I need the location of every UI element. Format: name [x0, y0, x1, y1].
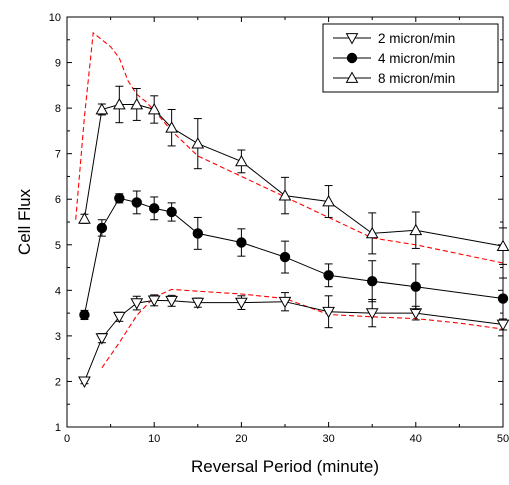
- data-point: [235, 154, 248, 167]
- data-point: [409, 223, 423, 236]
- data-point: [322, 194, 335, 207]
- series-line: [83, 299, 504, 382]
- data-point: [236, 237, 247, 248]
- data-point: [496, 319, 509, 332]
- x-tick-label: 0: [64, 433, 70, 445]
- data-point: [95, 102, 109, 115]
- x-tick-label: 20: [235, 433, 247, 445]
- data-point: [367, 276, 378, 287]
- x-axis: 0 10 20 30 40 50: [64, 17, 509, 445]
- y-tick-label: 3: [55, 331, 61, 343]
- data-point: [191, 137, 205, 149]
- data-point: [191, 297, 205, 310]
- legend-item: 8 micron/min: [333, 71, 455, 86]
- data-point: [147, 295, 161, 307]
- data-point: [114, 193, 125, 204]
- data-point: [278, 296, 292, 309]
- legend: 2 micron/min 4 micron/min 8 micron/min: [322, 23, 499, 93]
- y-tick-label: 7: [55, 149, 61, 161]
- x-tick-label: 30: [322, 433, 334, 445]
- data-point: [279, 251, 291, 263]
- y-tick-label: 10: [49, 12, 61, 24]
- data-point: [96, 222, 108, 234]
- data-point: [346, 52, 358, 64]
- data-point: [112, 311, 126, 324]
- data-point: [345, 71, 359, 83]
- x-tick-label: 50: [497, 433, 509, 445]
- y-tick-label: 1: [55, 422, 61, 434]
- data-point: [165, 295, 178, 308]
- data-point: [79, 309, 90, 321]
- data-point: [496, 239, 509, 252]
- y-axis: 1 2 3 4 5 6 7 8 9 10: [49, 12, 503, 434]
- data-point: [322, 306, 335, 319]
- y-tick-label: 5: [55, 240, 61, 252]
- legend-label: 4 micron/min: [378, 51, 455, 66]
- y-tick-label: 9: [55, 58, 61, 70]
- series-line: [83, 197, 504, 315]
- data-point: [323, 270, 334, 281]
- data-point: [192, 228, 204, 239]
- data-point: [149, 203, 160, 214]
- data-point: [112, 97, 126, 110]
- data-point: [130, 97, 144, 110]
- series-4-micron-min: [79, 190, 509, 321]
- series-2-micron-min: [78, 292, 509, 388]
- data-point: [131, 197, 142, 208]
- data-point: [78, 212, 91, 224]
- y-tick-label: 6: [55, 194, 61, 206]
- data-point: [235, 297, 248, 310]
- legend-label: 8 micron/min: [378, 71, 455, 86]
- legend-item: 4 micron/min: [333, 51, 455, 66]
- data-point: [410, 281, 421, 292]
- y-tick-label: 2: [55, 376, 61, 388]
- data-point: [78, 376, 91, 388]
- data-point: [345, 33, 359, 45]
- series-8-micron-min: [78, 85, 509, 265]
- legend-item: 2 micron/min: [333, 31, 455, 46]
- data-point: [365, 226, 379, 239]
- data-point: [95, 333, 109, 345]
- data-point: [365, 308, 379, 320]
- data-series: [78, 85, 509, 388]
- y-axis-title: Cell Flux: [15, 188, 34, 255]
- data-point: [147, 102, 161, 115]
- data-point: [278, 189, 292, 201]
- x-tick-label: 10: [148, 433, 160, 445]
- x-tick-label: 40: [410, 433, 422, 445]
- data-point: [130, 298, 144, 310]
- y-tick-label: 8: [55, 103, 61, 115]
- model-curve: [101, 288, 504, 369]
- x-axis-title: Reversal Period (minute): [191, 457, 379, 476]
- data-point: [165, 121, 178, 133]
- series-line: [83, 104, 504, 247]
- data-point: [497, 293, 509, 304]
- data-point: [166, 206, 177, 218]
- legend-label: 2 micron/min: [378, 31, 455, 46]
- y-tick-label: 4: [55, 285, 61, 297]
